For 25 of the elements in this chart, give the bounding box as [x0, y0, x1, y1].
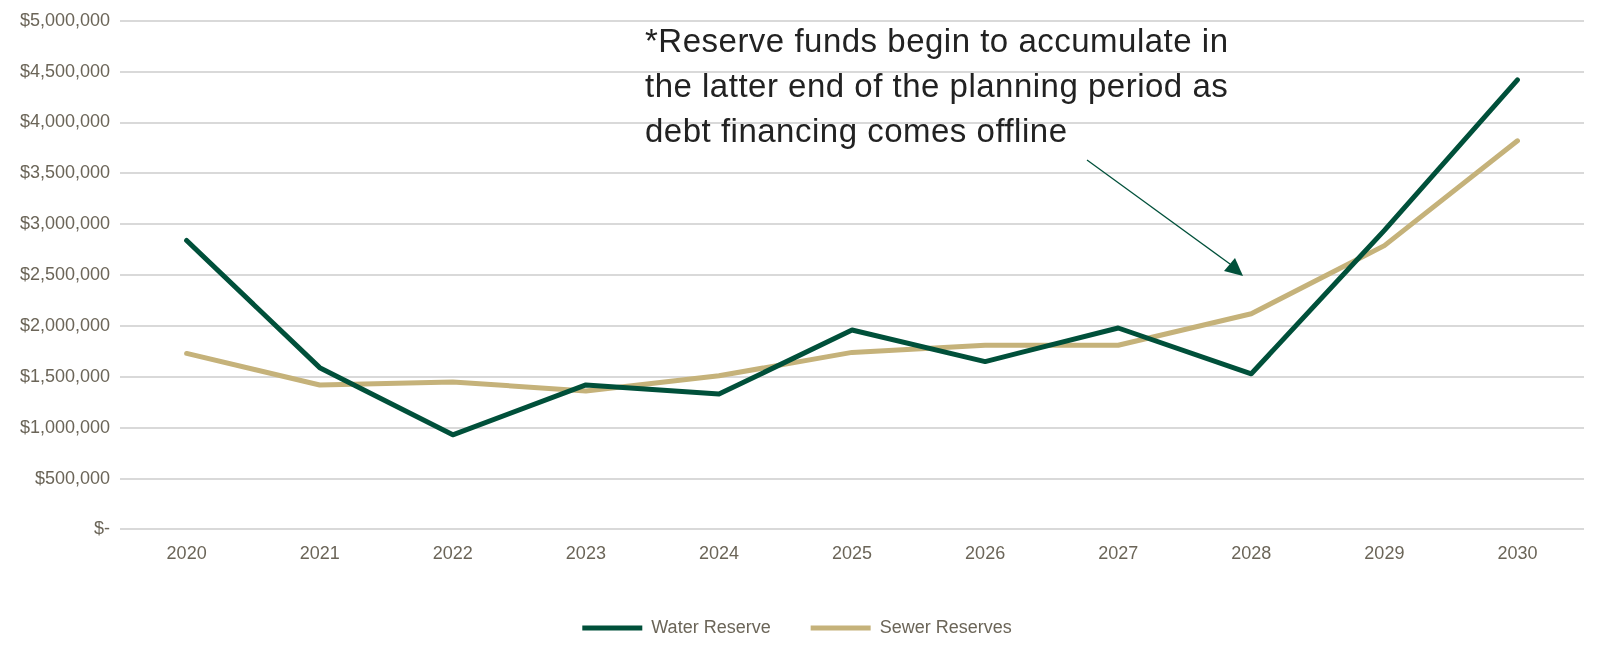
- x-tick-label: 2027: [1098, 543, 1139, 564]
- y-tick-label: $2,000,000: [19, 314, 111, 335]
- annotation: *Reserve funds begin to accumulate in the latter end of the planning period as debt financing comes offline: [645, 21, 1230, 151]
- x-tick-label: 2028: [1231, 543, 1272, 564]
- x-tick-label: 2026: [965, 543, 1006, 564]
- y-tick-label: $3,000,000: [19, 213, 111, 234]
- y-tick-label: $1,500,000: [19, 365, 111, 386]
- y-tick-label: $500,000: [35, 467, 111, 488]
- y-tick-label: $5,000,000: [19, 9, 111, 30]
- y-tick-label: $2,500,000: [19, 264, 111, 285]
- y-tick-label: $4,500,000: [19, 60, 111, 81]
- x-tick-label: 2020: [166, 543, 207, 564]
- x-tick-label: 2029: [1364, 543, 1405, 564]
- y-tick-label: $-: [94, 518, 111, 539]
- legend-label: Sewer Reserves: [879, 616, 1012, 637]
- x-tick-label: 2023: [565, 543, 606, 564]
- x-tick-label: 2021: [299, 543, 340, 564]
- legend-label: Water Reserve: [651, 616, 771, 637]
- y-tick-label: $1,000,000: [19, 416, 111, 437]
- x-tick-label: 2022: [432, 543, 473, 564]
- x-tick-label: 2030: [1497, 543, 1538, 564]
- y-tick-label: $3,500,000: [19, 162, 111, 183]
- x-tick-label: 2025: [832, 543, 873, 564]
- y-tick-label: $4,000,000: [19, 111, 111, 132]
- x-tick-label: 2024: [698, 543, 739, 564]
